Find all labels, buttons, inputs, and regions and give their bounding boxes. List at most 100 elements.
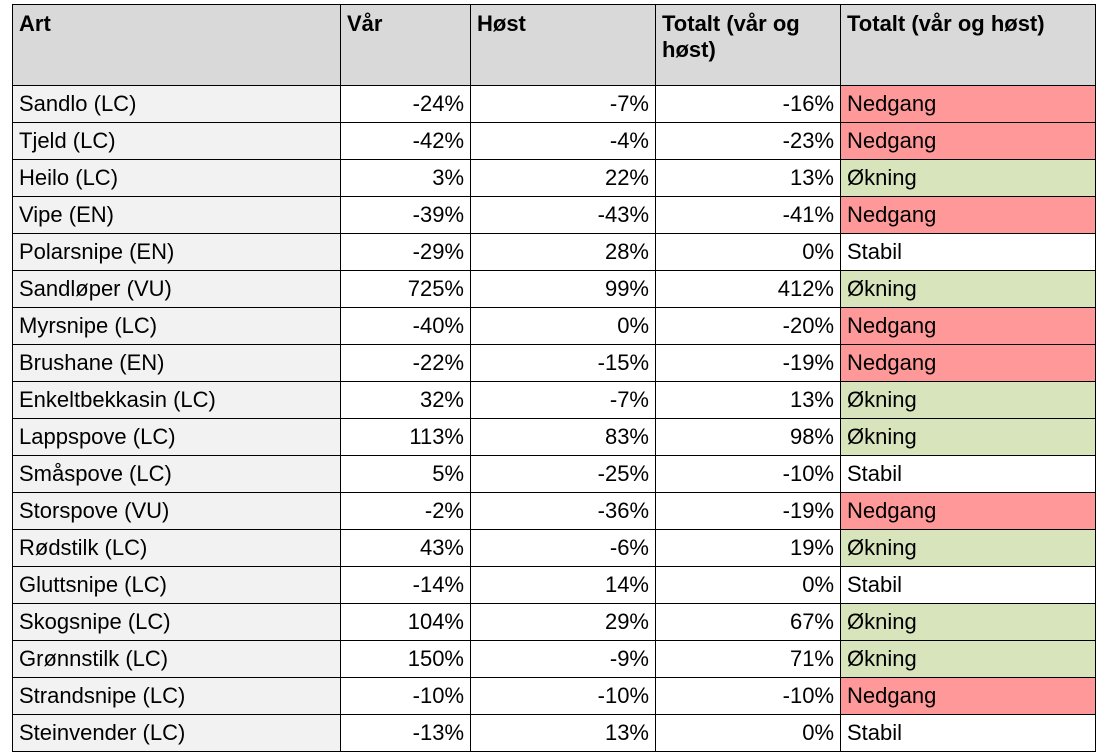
table-row: Gluttsnipe (LC) -14% 14% 0% Stabil	[12, 566, 1096, 604]
species-cell: Storspove (VU)	[12, 492, 341, 530]
status-cell: Økning	[840, 381, 1096, 419]
value-cell: 0%	[655, 714, 841, 752]
table-row: Myrsnipe (LC) -40% 0% -20% Nedgang	[12, 307, 1096, 345]
value-cell: 22%	[470, 159, 656, 197]
table-row: Steinvender (LC) -13% 13% 0% Stabil	[12, 714, 1096, 752]
species-cell: Grønnstilk (LC)	[12, 640, 341, 678]
value-cell: 43%	[340, 529, 471, 567]
value-cell: -19%	[655, 344, 841, 382]
status-cell: Økning	[840, 159, 1096, 197]
value-cell: 14%	[470, 566, 656, 604]
value-cell: 0%	[470, 307, 656, 345]
value-cell: -39%	[340, 196, 471, 234]
table-row: Sandlo (LC) -24% -7% -16% Nedgang	[12, 85, 1096, 123]
status-cell: Nedgang	[840, 677, 1096, 715]
value-cell: -40%	[340, 307, 471, 345]
status-cell: Økning	[840, 603, 1096, 641]
status-cell: Nedgang	[840, 344, 1096, 382]
value-cell: -7%	[470, 85, 656, 123]
value-cell: 19%	[655, 529, 841, 567]
species-cell: Enkeltbekkasin (LC)	[12, 381, 341, 419]
value-cell: -13%	[340, 714, 471, 752]
value-cell: 0%	[655, 233, 841, 271]
value-cell: 71%	[655, 640, 841, 678]
header-cell: Vår	[340, 4, 471, 86]
header-cell: Art	[12, 4, 341, 86]
status-cell: Nedgang	[840, 307, 1096, 345]
species-cell: Sandløper (VU)	[12, 270, 341, 308]
status-cell: Økning	[840, 640, 1096, 678]
species-cell: Lappspove (LC)	[12, 418, 341, 456]
value-cell: 113%	[340, 418, 471, 456]
status-cell: Stabil	[840, 566, 1096, 604]
status-cell: Stabil	[840, 714, 1096, 752]
status-cell: Økning	[840, 270, 1096, 308]
value-cell: 412%	[655, 270, 841, 308]
value-cell: -14%	[340, 566, 471, 604]
table-row: Brushane (EN) -22% -15% -19% Nedgang	[12, 344, 1096, 382]
header-cell: Totalt (vår og høst)	[655, 4, 841, 86]
header-cell: Høst	[470, 4, 656, 86]
value-cell: 67%	[655, 603, 841, 641]
table-body: Sandlo (LC) -24% -7% -16% Nedgang Tjeld (LC) -…	[12, 85, 1096, 752]
species-cell: Tjeld (LC)	[12, 122, 341, 160]
species-cell: Vipe (EN)	[12, 196, 341, 234]
value-cell: 13%	[470, 714, 656, 752]
value-cell: -25%	[470, 455, 656, 493]
status-cell: Økning	[840, 529, 1096, 567]
species-cell: Brushane (EN)	[12, 344, 341, 382]
table-row: Vipe (EN) -39% -43% -41% Nedgang	[12, 196, 1096, 234]
table-row: Strandsnipe (LC) -10% -10% -10% Nedgang	[12, 677, 1096, 715]
value-cell: 0%	[655, 566, 841, 604]
header-cell: Totalt (vår og høst)	[840, 4, 1096, 86]
value-cell: 98%	[655, 418, 841, 456]
value-cell: -22%	[340, 344, 471, 382]
table-row: Enkeltbekkasin (LC) 32% -7% 13% Økning	[12, 381, 1096, 419]
value-cell: -16%	[655, 85, 841, 123]
table-row: Heilo (LC) 3% 22% 13% Økning	[12, 159, 1096, 197]
value-cell: -23%	[655, 122, 841, 160]
status-cell: Nedgang	[840, 492, 1096, 530]
value-cell: 150%	[340, 640, 471, 678]
value-cell: -15%	[470, 344, 656, 382]
value-cell: -10%	[655, 677, 841, 715]
value-cell: -41%	[655, 196, 841, 234]
header-row: Art Vår Høst Totalt (vår og høst) Totalt (vå…	[12, 4, 1096, 86]
table-row: Storspove (VU) -2% -36% -19% Nedgang	[12, 492, 1096, 530]
value-cell: 13%	[655, 381, 841, 419]
value-cell: -20%	[655, 307, 841, 345]
value-cell: -42%	[340, 122, 471, 160]
species-cell: Steinvender (LC)	[12, 714, 341, 752]
table-row: Grønnstilk (LC) 150% -9% 71% Økning	[12, 640, 1096, 678]
value-cell: -36%	[470, 492, 656, 530]
value-cell: 13%	[655, 159, 841, 197]
table-row: Lappspove (LC) 113% 83% 98% Økning	[12, 418, 1096, 456]
value-cell: -24%	[340, 85, 471, 123]
species-cell: Sandlo (LC)	[12, 85, 341, 123]
status-cell: Stabil	[840, 233, 1096, 271]
species-cell: Småspove (LC)	[12, 455, 341, 493]
table-row: Sandløper (VU) 725% 99% 412% Økning	[12, 270, 1096, 308]
species-cell: Skogsnipe (LC)	[12, 603, 341, 641]
status-cell: Nedgang	[840, 196, 1096, 234]
value-cell: -43%	[470, 196, 656, 234]
value-cell: 3%	[340, 159, 471, 197]
status-cell: Stabil	[840, 455, 1096, 493]
species-cell: Heilo (LC)	[12, 159, 341, 197]
table-row: Småspove (LC) 5% -25% -10% Stabil	[12, 455, 1096, 493]
value-cell: -2%	[340, 492, 471, 530]
value-cell: -7%	[470, 381, 656, 419]
table-row: Polarsnipe (EN) -29% 28% 0% Stabil	[12, 233, 1096, 271]
value-cell: 28%	[470, 233, 656, 271]
value-cell: 99%	[470, 270, 656, 308]
value-cell: -10%	[470, 677, 656, 715]
species-cell: Myrsnipe (LC)	[12, 307, 341, 345]
value-cell: 725%	[340, 270, 471, 308]
table-row: Skogsnipe (LC) 104% 29% 67% Økning	[12, 603, 1096, 641]
table-row: Rødstilk (LC) 43% -6% 19% Økning	[12, 529, 1096, 567]
species-cell: Strandsnipe (LC)	[12, 677, 341, 715]
value-cell: 5%	[340, 455, 471, 493]
value-cell: 32%	[340, 381, 471, 419]
status-cell: Nedgang	[840, 122, 1096, 160]
value-cell: -10%	[340, 677, 471, 715]
